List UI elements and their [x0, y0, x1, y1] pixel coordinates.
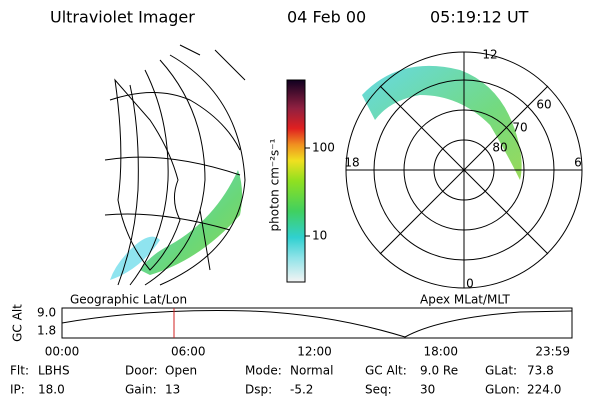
time-tick-label: 00:00: [45, 345, 80, 359]
lat-label: 70: [512, 121, 527, 135]
geographic-image: [104, 44, 246, 286]
info-value: 9.0 Re: [420, 364, 458, 378]
time-tick-label: 23:59: [535, 345, 570, 359]
time-tick-label: 12:00: [297, 345, 332, 359]
lat-label: 60: [536, 98, 551, 112]
info-value: -5.2: [290, 383, 313, 397]
time-tick-label: 18:00: [423, 345, 458, 359]
caption: Apex MLat/MLT: [420, 293, 510, 307]
info-value: Normal: [290, 364, 333, 378]
colorbar-tick-label: 100: [312, 141, 335, 155]
info-label: Seq:: [365, 383, 392, 397]
info-value: 18.0: [38, 383, 65, 397]
info-label: Gain:: [125, 383, 157, 397]
info-value: 13: [165, 383, 180, 397]
info-label: Mode:: [245, 364, 282, 378]
mlt-label: 18: [344, 156, 359, 170]
time-tick-label: 06:00: [171, 345, 206, 359]
alt-tick-label: 1.8: [37, 324, 56, 338]
info-label: Flt:: [10, 364, 29, 378]
info-value: 73.8: [527, 364, 554, 378]
info-value: 30: [420, 383, 435, 397]
alt-tick-label: 9.0: [37, 306, 56, 320]
info-label: GC Alt:: [365, 364, 407, 378]
timeline-label: GC Alt: [11, 304, 25, 342]
time: 05:19:12 UT: [430, 8, 529, 27]
mlt-label: 0: [466, 277, 474, 291]
caption: Geographic Lat/Lon: [70, 293, 187, 307]
info-label: IP:: [10, 383, 25, 397]
info-label: Door:: [125, 364, 158, 378]
info-value: Open: [165, 364, 197, 378]
time-ticks: 00:00 06:00 12:00 18:00 23:59: [45, 345, 570, 359]
info-value: 224.0: [527, 383, 561, 397]
mlt-label: 6: [574, 156, 582, 170]
polar-image: [345, 51, 583, 289]
timeline-box: [61, 307, 573, 339]
colorbar-label: photon cm⁻²s⁻¹: [268, 138, 282, 231]
date: 04 Feb 00: [287, 8, 366, 27]
info-panel: Flt: LBHS Door: Open Mode: Normal GC Alt: 9.0 R…: [10, 364, 561, 397]
mlt-label: 12: [482, 48, 497, 62]
info-label: GLon:: [485, 383, 520, 397]
altitude-curve: [61, 310, 573, 338]
info-value: LBHS: [38, 364, 70, 378]
info-label: GLat:: [485, 364, 517, 378]
info-label: Dsp:: [245, 383, 272, 397]
colorbar-tick-label: 10: [312, 229, 327, 243]
title: Ultraviolet Imager: [50, 8, 195, 27]
colorbar: [286, 79, 306, 283]
lat-label: 80: [492, 141, 507, 155]
